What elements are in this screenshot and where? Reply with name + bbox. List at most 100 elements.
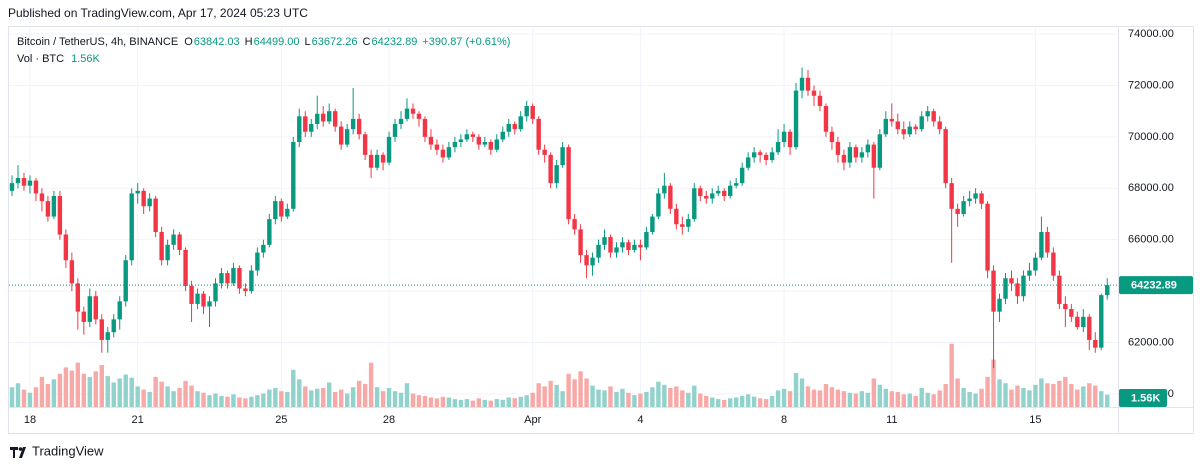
volume-bar <box>985 376 990 407</box>
volume-bar <box>931 394 936 407</box>
candle-body <box>811 90 817 96</box>
volume-bar <box>626 392 631 407</box>
volume-bar <box>1015 385 1020 407</box>
candle-body <box>392 124 398 137</box>
candle-body <box>769 152 775 161</box>
volume-bar <box>961 388 966 407</box>
ohlc-value: 63672.26 <box>312 36 358 48</box>
volume-bar <box>398 392 404 407</box>
candle-body <box>213 283 218 302</box>
volume-bar <box>889 391 894 407</box>
candle-body <box>548 154 553 184</box>
candle-body <box>542 149 547 155</box>
candle-body <box>566 147 571 220</box>
volume-bar <box>596 389 601 407</box>
volume-tag-label: 1.56K <box>1131 392 1160 404</box>
candle-body <box>321 113 326 122</box>
candle-body <box>225 273 230 284</box>
volume-bar <box>297 379 302 407</box>
volume-bar <box>716 399 721 407</box>
candle-body <box>309 124 314 132</box>
candle-body <box>57 195 63 235</box>
candle-body <box>596 244 601 258</box>
candle-body <box>751 152 757 158</box>
candle-body <box>913 126 918 130</box>
volume-bar <box>1087 383 1092 407</box>
candle-body <box>745 157 751 168</box>
candle-body <box>632 244 637 250</box>
x-tick-label: 15 <box>1029 414 1041 426</box>
volume-bar <box>434 398 440 407</box>
candle-body <box>919 116 924 130</box>
candle-body <box>446 147 452 158</box>
volume-bar <box>488 400 493 407</box>
candle-body <box>177 234 182 250</box>
volume-bar <box>1021 388 1026 407</box>
candle-body <box>650 216 655 232</box>
candle-body <box>847 147 853 163</box>
y-tick-label: 68000.00 <box>1128 182 1174 194</box>
volume-bar <box>799 378 805 407</box>
candle-body <box>829 131 835 143</box>
candle-body <box>805 77 811 91</box>
volume-bar <box>757 398 763 407</box>
candle-body <box>668 185 673 209</box>
candle-body <box>416 113 422 119</box>
candle-body <box>261 244 266 253</box>
volume-bar <box>267 389 272 407</box>
volume-bar <box>841 391 847 407</box>
volume-bar <box>225 396 230 407</box>
candle-body <box>733 183 739 186</box>
candle-body <box>500 131 505 140</box>
x-tick-label: 28 <box>383 414 395 426</box>
ohlc-key: H <box>245 36 253 48</box>
y-tick-label: 62000.00 <box>1128 336 1174 348</box>
candle-body <box>907 126 912 135</box>
candle-body <box>763 154 769 161</box>
candle-body <box>793 90 799 148</box>
candle-body <box>327 111 332 122</box>
volume-bar <box>811 389 817 407</box>
y-tick-label: 70000.00 <box>1128 131 1174 143</box>
volume-bar <box>722 399 727 407</box>
volume-bar <box>99 365 104 407</box>
volume-bar <box>1003 383 1008 407</box>
x-tick-label: 25 <box>275 414 287 426</box>
volume-bar <box>291 369 296 407</box>
candle-body <box>949 183 954 209</box>
ohlc-key: C <box>363 36 371 48</box>
candle-body <box>99 319 104 340</box>
candle-body <box>739 167 745 184</box>
candle-body <box>716 190 721 194</box>
candle-body <box>380 154 386 163</box>
volume-bar <box>919 388 924 407</box>
volume-bar <box>249 396 254 407</box>
candle-body <box>69 260 75 284</box>
volume-bar <box>1081 386 1086 407</box>
candle-body <box>153 198 158 232</box>
volume-bar <box>243 398 248 407</box>
candle-body <box>195 293 200 304</box>
candle-body <box>985 203 990 271</box>
candle-body <box>237 267 242 289</box>
candle-body <box>482 142 488 145</box>
volume-bar <box>93 371 98 407</box>
volume-bar <box>590 385 595 407</box>
volume-bar <box>189 385 194 407</box>
volume-bar <box>883 388 889 407</box>
candle-body <box>680 224 685 227</box>
y-tick-label: 66000.00 <box>1128 234 1174 246</box>
candle-body <box>1075 316 1080 328</box>
volume-bar <box>117 378 122 407</box>
volume-bar <box>907 393 912 407</box>
volume-bar <box>285 391 290 407</box>
x-tick-label: 21 <box>132 414 144 426</box>
candle-body <box>710 193 715 199</box>
candle-body <box>799 77 805 91</box>
candle-body <box>1051 252 1056 276</box>
volume-bar <box>745 394 751 407</box>
x-tick-label: 4 <box>637 414 643 426</box>
volume-bar <box>530 392 535 407</box>
candle-body <box>494 139 499 150</box>
